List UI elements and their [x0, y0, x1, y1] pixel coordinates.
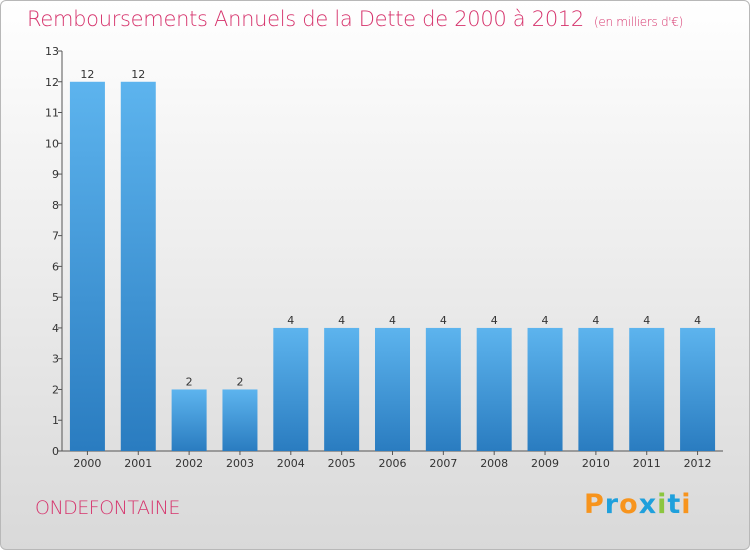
bar	[527, 327, 563, 451]
bar	[578, 327, 614, 451]
data-label: 4	[389, 314, 396, 327]
bar	[120, 81, 156, 452]
logo-letter: r	[604, 489, 620, 520]
data-label: 4	[592, 314, 599, 327]
x-tick-label: 2012	[684, 457, 712, 470]
x-tick-label: 2003	[226, 457, 254, 470]
y-tick-label: 4	[52, 322, 59, 335]
bar	[680, 327, 716, 451]
data-label: 4	[491, 314, 498, 327]
logo-letter: o	[619, 489, 639, 520]
data-label: 4	[542, 314, 549, 327]
y-tick-label: 11	[45, 107, 59, 120]
y-tick-label: 13	[45, 45, 59, 58]
bar	[375, 327, 410, 451]
data-label: 4	[338, 314, 345, 327]
data-label: 4	[694, 314, 701, 327]
y-tick-label: 10	[45, 137, 59, 150]
y-tick-label: 2	[52, 383, 59, 396]
logo-letter: x	[638, 489, 658, 520]
logo-letter: i	[657, 489, 668, 520]
bar	[222, 389, 258, 451]
x-tick-label: 2002	[175, 457, 203, 470]
y-tick-label: 7	[52, 230, 59, 243]
y-tick-label: 1	[52, 414, 59, 427]
data-label: 4	[287, 314, 294, 327]
x-tick-label: 2010	[582, 457, 610, 470]
x-tick-label: 2004	[277, 457, 305, 470]
x-tick-label: 2006	[379, 457, 407, 470]
data-label: 4	[440, 314, 447, 327]
logo-letter: i	[681, 489, 692, 520]
bar	[171, 389, 207, 451]
x-tick-label: 2008	[480, 457, 508, 470]
commune-name: ONDEFONTAINE	[35, 497, 180, 519]
y-tick-label: 5	[52, 291, 59, 304]
x-tick-label: 2005	[328, 457, 356, 470]
title-text: Remboursements Annuels de la Dette de 20…	[27, 7, 584, 31]
y-tick-label: 6	[52, 260, 59, 273]
x-tick-label: 2001	[124, 457, 152, 470]
proxiti-logo: Proxiti	[584, 489, 692, 520]
value-labels: 12 12 2 2 4 4 4 4 4 4 4 4 4	[80, 68, 701, 389]
bar	[69, 81, 105, 452]
bar	[629, 327, 665, 451]
title-unit: (en milliers d'€)	[594, 15, 684, 29]
y-tick-label: 8	[52, 199, 59, 212]
x-tick-label: 2011	[633, 457, 661, 470]
data-label: 4	[643, 314, 650, 327]
bar	[476, 327, 512, 451]
data-label: 12	[131, 68, 145, 81]
y-tick-label: 12	[45, 76, 59, 89]
x-tick-label: 2007	[429, 457, 457, 470]
data-label: 2	[186, 375, 193, 388]
data-label: 2	[236, 375, 243, 388]
bars	[69, 81, 716, 452]
bar	[324, 327, 360, 451]
x-tick-label: 2009	[531, 457, 559, 470]
logo-letter: t	[667, 489, 682, 520]
y-tick-label: 3	[52, 353, 59, 366]
data-label: 12	[80, 68, 94, 81]
chart-title: Remboursements Annuels de la Dette de 20…	[27, 7, 683, 31]
y-tick-label: 9	[52, 168, 59, 181]
y-tick-label: 0	[52, 445, 59, 458]
bar	[273, 327, 309, 451]
logo-letter: P	[584, 489, 605, 520]
x-tick-label: 2000	[73, 457, 101, 470]
bar	[425, 327, 461, 451]
